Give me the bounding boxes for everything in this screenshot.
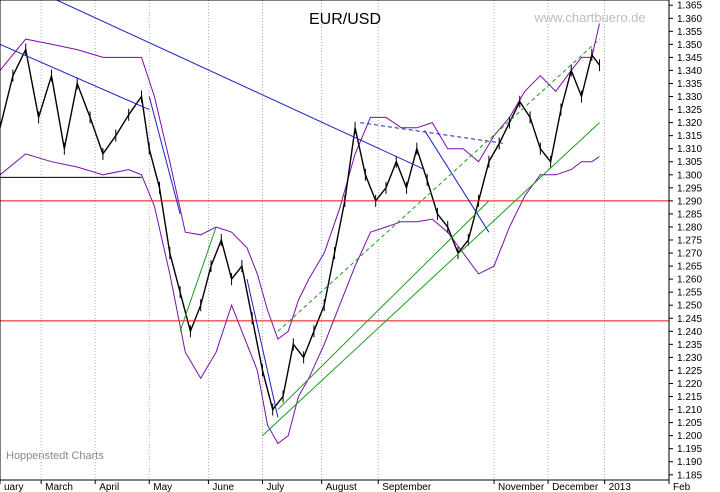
y-tick-label: 1.265: [677, 262, 702, 273]
y-tick-label: 1.360: [677, 14, 702, 25]
y-tick-label: 1.355: [677, 27, 702, 38]
y-tick-label: 1.325: [677, 105, 702, 116]
y-tick-label: 1.220: [677, 379, 702, 390]
axes: uary March April May June July August September…: [0, 0, 702, 492]
y-tick-label: 1.350: [677, 40, 702, 51]
x-tick-label: July: [266, 482, 284, 492]
x-tick-label: Feb: [673, 482, 691, 492]
y-tick-label: 1.330: [677, 92, 702, 103]
trendline-green: [277, 38, 600, 332]
source-label: Hoppenstedt Charts: [6, 450, 104, 462]
y-tick-label: 1.200: [677, 431, 702, 442]
y-tick-label: 1.255: [677, 288, 702, 299]
x-tick-label: June: [212, 482, 234, 492]
y-tick-label: 1.195: [677, 444, 702, 455]
trendline-blue: [148, 96, 181, 215]
y-tick-label: 1.210: [677, 405, 702, 416]
trendline-green: [277, 200, 490, 410]
x-tick-label: March: [45, 482, 73, 492]
y-tick-label: 1.235: [677, 340, 702, 351]
trendline-blue: [424, 130, 490, 233]
y-tick-label: 1.335: [677, 79, 702, 90]
y-tick-label: 1.240: [677, 327, 702, 338]
x-tick-label: uary: [4, 482, 23, 492]
y-tick-label: 1.365: [677, 1, 702, 12]
y-tick-label: 1.215: [677, 392, 702, 403]
y-tick-label: 1.345: [677, 53, 702, 64]
x-tick-label: December: [552, 482, 599, 492]
y-tick-label: 1.295: [677, 183, 702, 194]
y-tick-label: 1.185: [677, 470, 702, 481]
watermark: www.chartbuero.de: [533, 10, 645, 25]
y-tick-label: 1.270: [677, 249, 702, 260]
band-upper-line: [0, 23, 600, 340]
y-tick-label: 1.280: [677, 222, 702, 233]
x-tick-label: September: [382, 482, 432, 492]
x-tick-label: April: [99, 482, 119, 492]
price-series: [0, 43, 601, 416]
trendline-blue: [360, 122, 505, 144]
bollinger-bands: [0, 23, 600, 445]
trendline-blue: [56, 0, 425, 171]
y-tick-label: 1.230: [677, 353, 702, 364]
x-tick-label: November: [498, 482, 545, 492]
y-tick-label: 1.320: [677, 118, 702, 129]
y-tick-label: 1.310: [677, 144, 702, 155]
y-tick-label: 1.250: [677, 301, 702, 312]
chart-title: EUR/USD: [309, 11, 381, 28]
x-tick-label: May: [153, 482, 172, 492]
y-tick-label: 1.225: [677, 366, 702, 377]
y-tick-label: 1.205: [677, 418, 702, 429]
band-lower-line: [0, 153, 600, 445]
y-tick-label: 1.245: [677, 314, 702, 325]
x-tick-label: August: [326, 482, 357, 492]
y-tick-label: 1.300: [677, 170, 702, 181]
trendline-blue: [246, 279, 279, 418]
trendline-blue: [0, 43, 150, 111]
y-tick-label: 1.305: [677, 157, 702, 168]
y-tick-label: 1.190: [677, 457, 702, 468]
y-tick-label: 1.315: [677, 131, 702, 142]
y-tick-label: 1.260: [677, 275, 702, 286]
x-tick-label: 2013: [609, 482, 632, 492]
trendline-green: [262, 122, 600, 437]
trendline-green: [179, 226, 217, 332]
y-tick-label: 1.275: [677, 236, 702, 247]
y-tick-label: 1.285: [677, 209, 702, 220]
trendlines: [0, 0, 669, 437]
y-tick-label: 1.340: [677, 66, 702, 77]
y-tick-label: 1.290: [677, 196, 702, 207]
